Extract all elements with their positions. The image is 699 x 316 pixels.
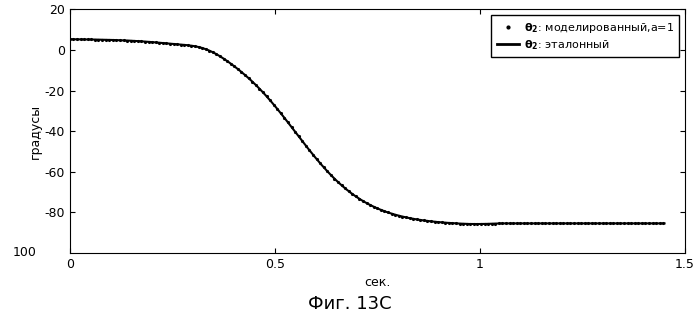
- Y-axis label: градусы: градусы: [29, 104, 42, 159]
- Text: 100: 100: [12, 246, 36, 259]
- X-axis label: сек.: сек.: [364, 276, 391, 289]
- Text: Фиг. 13C: Фиг. 13C: [308, 295, 391, 313]
- Legend: $\mathbf{\theta_2}$: моделированный,a=1, $\mathbf{\theta_2}$: эталонный: $\mathbf{\theta_2}$: моделированный,a=1,…: [491, 15, 679, 57]
